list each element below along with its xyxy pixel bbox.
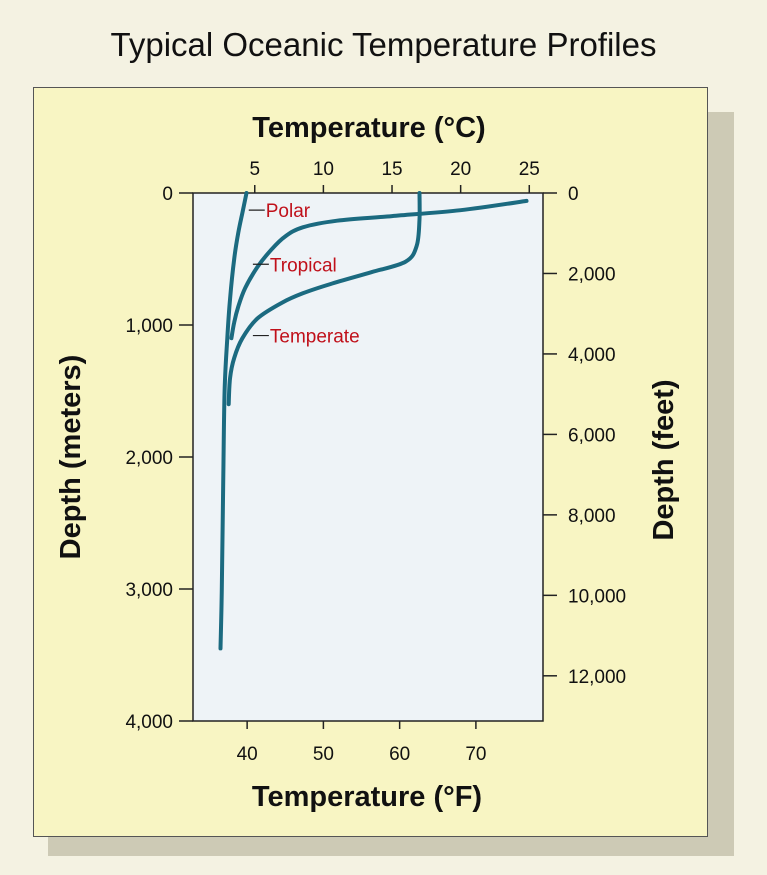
top-tick-label: 10 bbox=[313, 159, 334, 180]
series-line-temperate bbox=[226, 191, 422, 407]
right-tick-label: 10,000 bbox=[568, 586, 626, 607]
right-axis-title: Depth (feet) bbox=[648, 379, 680, 540]
bottom-tick-label: 60 bbox=[389, 744, 410, 765]
top-tick-label: 20 bbox=[450, 159, 471, 180]
series-label-temperate: Temperate bbox=[270, 327, 360, 348]
series-line-polar bbox=[218, 191, 249, 651]
left-tick-label: 3,000 bbox=[125, 580, 173, 601]
curve-labels: Polar Tropical Temperate bbox=[248, 201, 360, 348]
left-tick-label: 2,000 bbox=[125, 448, 173, 469]
bottom-tick-label: 50 bbox=[313, 744, 334, 765]
bottom-tick-label: 40 bbox=[237, 744, 258, 765]
left-tick-label: 1,000 bbox=[125, 316, 173, 337]
right-tick-label: 2,000 bbox=[568, 264, 616, 285]
series-label-tropical: Tropical bbox=[270, 255, 337, 276]
bottom-axis-title: Temperature (°F) bbox=[252, 781, 482, 813]
left-tick-label: 4,000 bbox=[125, 712, 173, 733]
right-tick-label: 8,000 bbox=[568, 506, 616, 527]
curves bbox=[218, 191, 529, 651]
top-tick-label: 25 bbox=[519, 159, 540, 180]
series-label-polar: Polar bbox=[266, 201, 311, 222]
plot-area bbox=[192, 192, 544, 722]
right-tick-label: 4,000 bbox=[568, 345, 616, 366]
axes: 5 10 15 20 25 40 50 60 70 0 1,000 2,000 3,000 4,000 0 2… bbox=[125, 159, 626, 765]
top-tick-label: 5 bbox=[249, 159, 260, 180]
series-line-tropical bbox=[229, 198, 529, 341]
right-tick-label: 12,000 bbox=[568, 667, 626, 688]
left-tick-label: 0 bbox=[162, 184, 173, 205]
top-axis-title: Temperature (°C) bbox=[252, 112, 485, 144]
bottom-tick-label: 70 bbox=[465, 744, 486, 765]
right-tick-label: 0 bbox=[568, 184, 579, 205]
left-axis-title: Depth (meters) bbox=[55, 355, 87, 560]
right-tick-label: 6,000 bbox=[568, 425, 616, 446]
top-tick-label: 15 bbox=[381, 159, 402, 180]
chart-title: Typical Oceanic Temperature Profiles bbox=[110, 26, 657, 63]
